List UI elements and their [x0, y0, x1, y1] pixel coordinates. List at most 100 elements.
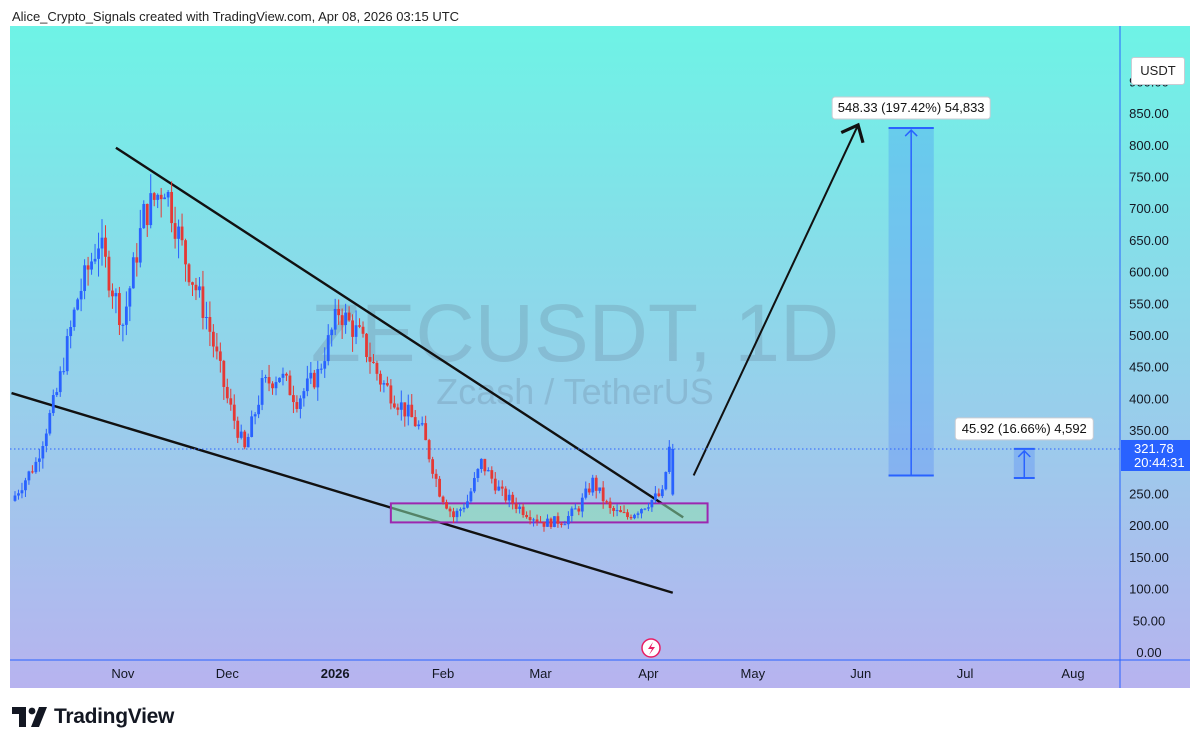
wedge-upper-trendline[interactable]: [115, 146, 684, 519]
candle-up[interactable]: [27, 471, 31, 481]
candle-up[interactable]: [198, 286, 201, 291]
candle-down[interactable]: [438, 478, 441, 497]
candle-up[interactable]: [573, 508, 577, 510]
candle-up[interactable]: [13, 495, 17, 501]
candle-up[interactable]: [406, 404, 410, 417]
candle-up[interactable]: [640, 509, 643, 514]
candle-down[interactable]: [375, 362, 379, 374]
candle-up[interactable]: [615, 510, 619, 512]
candle-down[interactable]: [86, 265, 90, 270]
candle-up[interactable]: [486, 470, 490, 472]
candle-down[interactable]: [392, 403, 396, 408]
candle-down[interactable]: [135, 257, 139, 263]
candle-up[interactable]: [667, 446, 671, 472]
candle-down[interactable]: [31, 471, 34, 473]
candle-up[interactable]: [476, 469, 480, 478]
candle-up[interactable]: [598, 487, 602, 491]
candle-down[interactable]: [528, 517, 532, 521]
candle-up[interactable]: [83, 265, 87, 292]
candle-up[interactable]: [97, 248, 100, 259]
candle-up[interactable]: [459, 509, 462, 511]
candle-down[interactable]: [111, 290, 114, 297]
candle-down[interactable]: [170, 191, 174, 224]
candle-down[interactable]: [445, 502, 448, 509]
candle-down[interactable]: [208, 317, 212, 332]
candle-up[interactable]: [20, 490, 24, 494]
candle-down[interactable]: [159, 194, 163, 200]
candle-up[interactable]: [507, 494, 511, 501]
candle-up[interactable]: [333, 308, 337, 330]
candle-up[interactable]: [636, 513, 640, 515]
candle-down[interactable]: [187, 264, 191, 283]
candle-up[interactable]: [546, 518, 549, 527]
candle-down[interactable]: [184, 240, 187, 265]
candle-up[interactable]: [497, 486, 501, 491]
candle-up[interactable]: [166, 191, 170, 198]
candle-down[interactable]: [424, 423, 428, 441]
candle-up[interactable]: [580, 497, 584, 512]
candle-down[interactable]: [236, 420, 240, 438]
candle-down[interactable]: [361, 326, 365, 334]
candle-up[interactable]: [17, 493, 20, 496]
candle-up[interactable]: [100, 237, 104, 249]
candle-down[interactable]: [629, 517, 633, 519]
candle-down[interactable]: [347, 312, 351, 321]
tradingview-logo[interactable]: TradingView: [12, 705, 174, 729]
candle-up[interactable]: [250, 416, 254, 437]
candle-up[interactable]: [65, 336, 69, 372]
candle-down[interactable]: [521, 506, 525, 516]
candle-down[interactable]: [601, 487, 605, 502]
candle-down[interactable]: [222, 360, 226, 387]
candle-down[interactable]: [431, 459, 435, 474]
candle-down[interactable]: [560, 523, 563, 525]
breakout-arrow[interactable]: [692, 122, 865, 476]
candle-up[interactable]: [281, 373, 285, 378]
candle-down[interactable]: [118, 293, 121, 326]
candle-up[interactable]: [177, 226, 180, 239]
candle-up[interactable]: [37, 458, 41, 462]
candle-down[interactable]: [225, 386, 229, 399]
candle-up[interactable]: [253, 414, 257, 417]
candle-up[interactable]: [205, 317, 208, 319]
candle-up[interactable]: [302, 391, 306, 399]
candle-down[interactable]: [191, 282, 194, 285]
candle-down[interactable]: [107, 256, 111, 291]
candle-up[interactable]: [563, 524, 567, 526]
candle-up[interactable]: [90, 261, 93, 270]
candle-up[interactable]: [124, 306, 128, 325]
candle-down[interactable]: [577, 508, 581, 512]
candle-down[interactable]: [173, 223, 177, 239]
candle-up[interactable]: [114, 293, 118, 297]
candle-up[interactable]: [128, 288, 132, 307]
candle-down[interactable]: [396, 407, 400, 410]
candle-up[interactable]: [264, 377, 267, 379]
candle-down[interactable]: [549, 518, 553, 528]
candle-down[interactable]: [243, 431, 247, 448]
candle-down[interactable]: [211, 331, 215, 347]
candle-down[interactable]: [285, 373, 288, 376]
candle-up[interactable]: [316, 369, 320, 388]
candle-down[interactable]: [434, 473, 438, 479]
candle-up[interactable]: [469, 491, 473, 502]
price-range-measure-large[interactable]: 548.33 (197.42%) 54,833: [831, 96, 991, 477]
candle-up[interactable]: [305, 378, 309, 392]
candle-down[interactable]: [556, 516, 560, 524]
candle-up[interactable]: [257, 404, 261, 415]
candle-up[interactable]: [309, 372, 313, 379]
candle-up[interactable]: [278, 377, 281, 383]
candle-up[interactable]: [399, 402, 403, 410]
candle-down[interactable]: [201, 286, 205, 318]
candle-down[interactable]: [368, 356, 372, 362]
chart-area[interactable]: ZECUSDT, 1D Zcash / TetherUS 548.33 (197.…: [10, 26, 1190, 688]
price-range-measure-small[interactable]: 45.92 (16.66%) 4,592: [954, 417, 1094, 480]
support-zone-box[interactable]: [389, 502, 709, 524]
candle-up[interactable]: [566, 515, 570, 525]
candle-down[interactable]: [605, 501, 609, 503]
candle-up[interactable]: [55, 392, 59, 396]
candle-down[interactable]: [379, 373, 382, 385]
candle-down[interactable]: [351, 320, 354, 337]
candle-up[interactable]: [34, 461, 38, 473]
wedge-lower-trendline[interactable]: [11, 391, 674, 594]
candle-down[interactable]: [145, 203, 149, 226]
candle-up[interactable]: [142, 203, 146, 229]
